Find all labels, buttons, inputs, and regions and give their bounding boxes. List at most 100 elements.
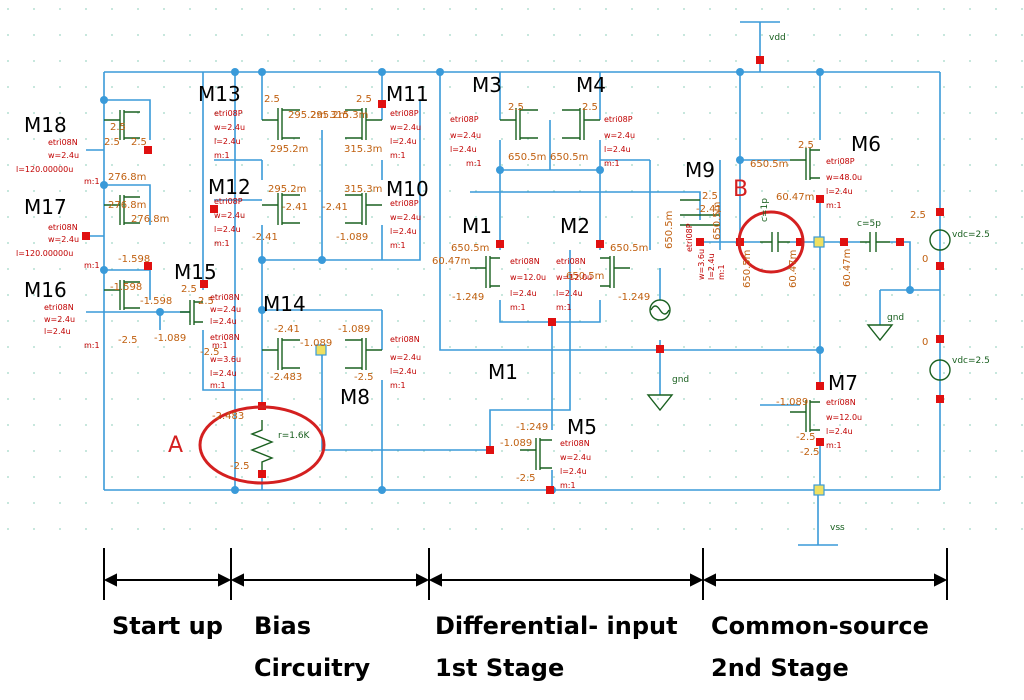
device-param: m:1: [390, 381, 406, 390]
device-param: etri08N: [560, 439, 590, 448]
wire[interactable]: [499, 72, 601, 120]
transistor-m5-symbol[interactable]: [520, 438, 552, 470]
device-label-m13: M13: [198, 82, 241, 106]
node-voltage: 2.5: [798, 140, 814, 151]
device-param: etri08P: [390, 109, 419, 118]
pin-marker[interactable]: [936, 395, 944, 403]
node-voltage: 60.47m: [432, 256, 470, 267]
node-voltage: 2.5: [910, 210, 926, 221]
node-voltage: -2.41: [696, 204, 722, 215]
transistor-m8-symbol[interactable]: [345, 338, 382, 370]
wire[interactable]: [321, 100, 421, 261]
pin-marker[interactable]: [210, 205, 218, 213]
pin-marker[interactable]: [840, 238, 848, 246]
pin-marker[interactable]: [486, 446, 494, 454]
wire[interactable]: [439, 72, 820, 351]
device-param: etri08N: [556, 257, 586, 266]
vss-pin-wire[interactable]: [798, 490, 838, 546]
device-param: w=2.4u: [44, 315, 75, 324]
pin-marker[interactable]: [696, 238, 704, 246]
pin-marker[interactable]: [546, 486, 554, 494]
pin-marker[interactable]: [258, 470, 266, 478]
transistor-m17-symbol[interactable]: [104, 195, 140, 225]
junction-dot: [816, 346, 824, 354]
pin-marker[interactable]: [378, 100, 386, 108]
vdc-source-2[interactable]: [929, 359, 951, 381]
wire[interactable]: [489, 250, 571, 450]
probe-marker[interactable]: [315, 344, 327, 356]
pin-marker[interactable]: [936, 262, 944, 270]
ground-icon: [866, 324, 894, 342]
pin-marker[interactable]: [756, 56, 764, 64]
transistor-m4-symbol[interactable]: [562, 108, 600, 140]
device-label-m9: M9: [685, 158, 715, 182]
voltage-annotations: 2.5 2.5 276.8m 276.8m 2.5 276.8m -1.598 …: [104, 94, 928, 484]
vdc-source-1[interactable]: [929, 229, 951, 251]
pin-marker[interactable]: [144, 262, 152, 270]
device-param: etri08N: [48, 138, 78, 147]
wire[interactable]: [214, 159, 322, 261]
pin-marker[interactable]: [548, 318, 556, 326]
device-param: w=2.4u: [214, 211, 245, 220]
net-label-vss: vss: [830, 523, 845, 533]
pin-marker[interactable]: [816, 382, 824, 390]
pin-marker[interactable]: [816, 195, 824, 203]
transistor-m13-symbol[interactable]: [262, 108, 300, 140]
transistor-m14-symbol[interactable]: [262, 338, 300, 370]
resistor-symbol[interactable]: [250, 420, 274, 470]
device-param: m:1: [214, 239, 230, 248]
compensation-capacitor-label: c=1p: [760, 198, 770, 222]
wire[interactable]: [649, 160, 721, 250]
transistor-m1-symbol[interactable]: [470, 256, 500, 288]
pin-marker[interactable]: [200, 280, 208, 288]
source-label-vdc-1: vdc=2.5: [952, 230, 990, 240]
device-label-m1-lower: M1: [488, 360, 518, 384]
pin-marker[interactable]: [936, 335, 944, 343]
node-voltage: -2.41: [322, 202, 348, 213]
compensation-capacitor-symbol[interactable]: [760, 232, 790, 252]
device-param: w=48.0u: [826, 173, 862, 182]
transistor-m18-symbol[interactable]: [104, 110, 140, 140]
junction-dot: [736, 156, 744, 164]
load-capacitor-symbol[interactable]: [860, 232, 890, 252]
input-source[interactable]: [649, 299, 671, 321]
transistor-m3-symbol[interactable]: [500, 108, 538, 140]
pin-marker[interactable]: [496, 240, 504, 248]
pin-marker[interactable]: [596, 240, 604, 248]
node-voltage: 276.8m: [108, 172, 146, 183]
transistor-m11-symbol[interactable]: [345, 108, 382, 140]
node-voltage: -2.41: [282, 202, 308, 213]
transistor-m10-symbol[interactable]: [345, 193, 382, 225]
transistor-m6-symbol[interactable]: [790, 148, 820, 180]
wire[interactable]: [499, 120, 601, 250]
transistor-m2-symbol[interactable]: [600, 256, 630, 288]
pin-marker[interactable]: [82, 232, 90, 240]
transistor-m15-symbol[interactable]: [180, 300, 203, 325]
pin-marker[interactable]: [796, 238, 804, 246]
wire[interactable]: [879, 289, 910, 325]
pin-marker[interactable]: [896, 238, 904, 246]
transistor-m12-symbol[interactable]: [262, 193, 300, 225]
pin-marker[interactable]: [656, 345, 664, 353]
junction-dot: [258, 256, 266, 264]
wire[interactable]: [470, 191, 701, 220]
pin-marker[interactable]: [144, 146, 152, 154]
node-voltage: -1.598: [118, 254, 150, 265]
junction-dot: [906, 286, 914, 294]
probe-marker[interactable]: [813, 484, 825, 496]
pin-marker[interactable]: [816, 438, 824, 446]
device-param: w=2.4u: [450, 131, 481, 140]
probe-marker[interactable]: [813, 236, 825, 248]
device-label-m15: M15: [174, 260, 217, 284]
device-param: l=2.4u: [560, 467, 587, 476]
transistor-m7-symbol[interactable]: [790, 400, 820, 432]
transistor-m16-symbol[interactable]: [104, 280, 140, 310]
device-param: w=2.4u: [390, 123, 421, 132]
pin-marker[interactable]: [936, 208, 944, 216]
wire[interactable]: [202, 330, 262, 391]
node-voltage: -2.41: [252, 232, 278, 243]
transistor-m9-symbol[interactable]: [680, 199, 720, 226]
net-label-gnd: gnd: [887, 313, 904, 323]
node-voltage: 650.5m: [550, 152, 588, 163]
device-label-m18: M18: [24, 113, 67, 137]
